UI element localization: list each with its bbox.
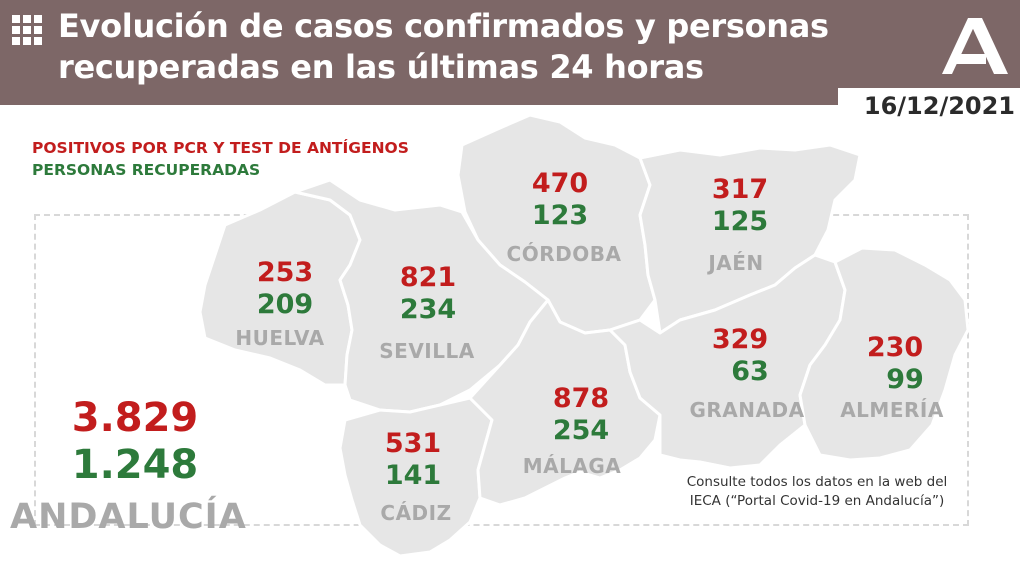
source-note: Consulte todos los datos en la web del I… [672, 473, 962, 511]
jaen-positives: 317 [711, 174, 769, 205]
jaen-recovered: 125 [711, 206, 769, 237]
huelva-positives: 253 [256, 257, 314, 288]
malaga-label: MÁLAGA [522, 454, 622, 478]
source-note-line-2: IECA (“Portal Covid-19 en Andalucía”) [689, 493, 945, 509]
report-date: 16/12/2021 [863, 92, 1015, 120]
sevilla-label: SEVILLA [379, 339, 475, 363]
huelva-recovered: 209 [256, 289, 314, 320]
junta-andalucia-logo [942, 18, 1008, 74]
cordoba-positives: 470 [531, 168, 589, 199]
jaen-label: JAÉN [708, 251, 764, 275]
granada-positives: 329 [711, 324, 769, 355]
cordoba-label: CÓRDOBA [506, 242, 622, 266]
huelva-label: HUELVA [235, 326, 325, 350]
cadiz-positives: 531 [384, 428, 442, 459]
grid-icon [12, 15, 42, 45]
legend-recovered: PERSONAS RECUPERADAS [32, 161, 261, 179]
map-region-malaga [468, 298, 662, 507]
almeria-label: ALMERÍA [840, 398, 944, 422]
date-background [838, 88, 1020, 124]
malaga-recovered: 254 [552, 415, 610, 446]
cadiz-label: CÁDIZ [380, 501, 452, 525]
cadiz-recovered: 141 [384, 460, 442, 491]
source-note-line-1: Consulte todos los datos en la web del [686, 474, 948, 490]
map-region-sevilla [293, 178, 550, 414]
andalucia-label: ANDALUCÍA [10, 497, 247, 537]
almeria-recovered: 99 [886, 364, 924, 395]
malaga-positives: 878 [552, 383, 610, 414]
sevilla-recovered: 234 [399, 294, 457, 325]
page-title: Evolución de casos confirmados y persona… [58, 7, 829, 86]
cordoba-recovered: 123 [531, 200, 589, 231]
map-region-cadiz [338, 396, 494, 558]
andalucia-positives: 3.829 [71, 395, 199, 441]
map-region-almeria [798, 246, 970, 462]
andalucia-recovered: 1.248 [71, 442, 199, 488]
header-bar [0, 0, 1020, 105]
legend-positives: POSITIVOS POR PCR Y TEST DE ANTÍGENOS [32, 139, 409, 157]
sevilla-positives: 821 [399, 262, 457, 293]
granada-recovered: 63 [731, 356, 769, 387]
almeria-positives: 230 [866, 332, 924, 363]
granada-label: GRANADA [689, 398, 805, 422]
